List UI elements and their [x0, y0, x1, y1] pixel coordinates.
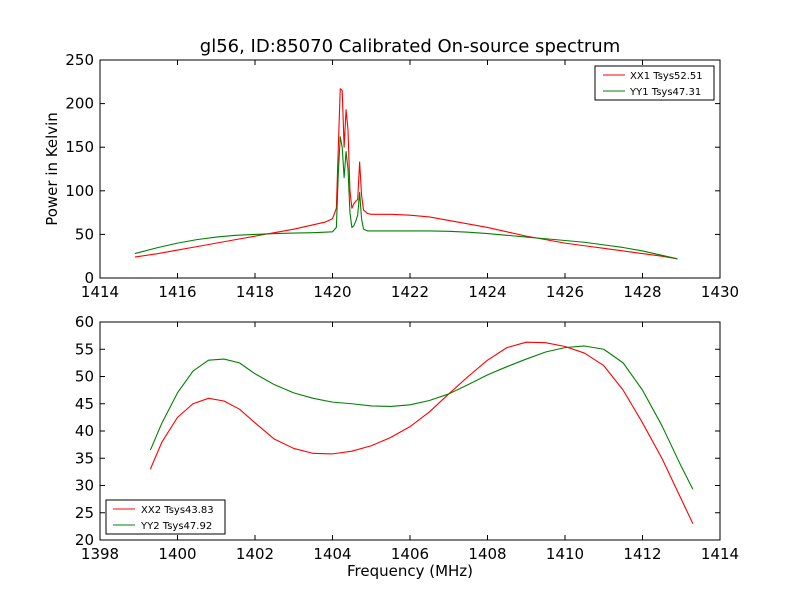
top-plot-panel: 1414 1416 1418 1420 1422 1424 1426 1428 1430 0 50 1… [43, 51, 739, 301]
top-x-tick-label: 1424 [468, 283, 506, 301]
top-y-axis-label: Power in Kelvin [43, 112, 61, 226]
bottom-x-tick-label: 1400 [158, 545, 196, 563]
bottom-axis-ticks: 1398 1400 1402 1404 1406 1408 1410 1412 1414 20 25… [75, 313, 739, 563]
top-y-tick-label: 250 [65, 51, 94, 69]
bottom-x-axis-label: Frequency (MHz) [347, 562, 473, 580]
bottom-x-tick-label: 1406 [391, 545, 429, 563]
top-x-tick-label: 1414 [81, 283, 119, 301]
bottom-series-line-xx [149, 341, 694, 524]
legend-label-xx1: XX1 Tsys52.51 [630, 71, 703, 82]
bottom-y-tick-label: 25 [75, 504, 94, 522]
top-axis-ticks: 1414 1416 1418 1420 1422 1424 1426 1428 1430 0 50 1… [65, 51, 739, 301]
top-y-tick-label: 50 [75, 225, 94, 243]
bottom-y-tick-label: 50 [75, 368, 94, 386]
bottom-legend: XX2 Tsys43.83 YY2 Tsys47.92 [105, 499, 226, 535]
bottom-series-line-yy [149, 345, 694, 490]
top-y-tick-label: 150 [65, 138, 94, 156]
bottom-y-tick-label: 45 [75, 395, 94, 413]
bottom-y-tick-label: 20 [75, 531, 94, 549]
bottom-plot-panel: 1398 1400 1402 1404 1406 1408 1410 1412 1414 20 25… [75, 313, 739, 580]
bottom-x-tick-label: 1408 [468, 545, 506, 563]
bottom-x-tick-label: 1412 [623, 545, 661, 563]
chart-title: gl56, ID:85070 Calibrated On-source spec… [200, 36, 620, 57]
top-y-tick-label: 100 [65, 182, 94, 200]
legend-label-yy1: YY1 Tsys47.31 [629, 87, 701, 98]
top-x-tick-label: 1418 [236, 283, 274, 301]
bottom-x-tick-label: 1398 [81, 545, 119, 563]
bottom-x-tick-label: 1414 [701, 545, 739, 563]
bottom-y-tick-label: 60 [75, 313, 94, 331]
top-x-tick-label: 1420 [313, 283, 351, 301]
bottom-x-tick-label: 1402 [236, 545, 274, 563]
top-x-tick-label: 1426 [546, 283, 584, 301]
top-plot-lines [134, 88, 678, 260]
bottom-y-tick-label: 35 [75, 449, 94, 467]
legend-label-yy2: YY2 Tsys47.92 [140, 521, 212, 532]
top-x-tick-label: 1428 [623, 283, 661, 301]
top-series-line-yy [134, 136, 678, 260]
bottom-x-tick-label: 1404 [313, 545, 351, 563]
bottom-plot-lines [149, 341, 694, 524]
bottom-y-tick-label: 55 [75, 340, 94, 358]
top-y-tick-label: 200 [65, 95, 94, 113]
bottom-y-tick-label: 40 [75, 422, 94, 440]
legend-label-xx2: XX2 Tsys43.83 [141, 505, 214, 516]
bottom-x-tick-label: 1410 [546, 545, 584, 563]
top-legend: XX1 Tsys52.51 YY1 Tsys47.31 [594, 65, 715, 101]
bottom-legend-box [105, 499, 226, 535]
top-legend-box [594, 65, 715, 101]
top-y-tick-label: 0 [84, 269, 94, 287]
top-x-tick-label: 1430 [701, 283, 739, 301]
top-x-tick-label: 1416 [158, 283, 196, 301]
top-x-tick-label: 1422 [391, 283, 429, 301]
bottom-y-tick-label: 30 [75, 477, 94, 495]
